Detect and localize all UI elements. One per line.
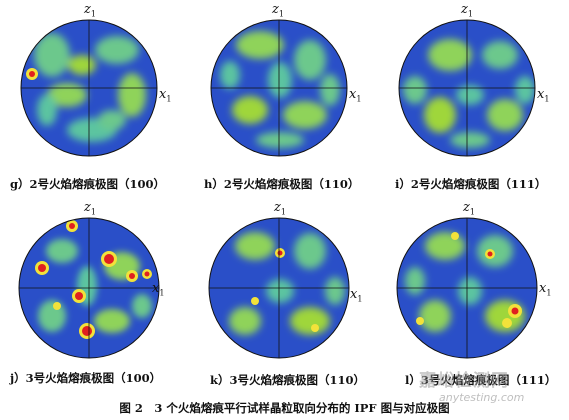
panel-caption-k: k）3号火焰熔痕极图（110） bbox=[210, 373, 365, 387]
pole-figure-panel-g: z1 x1 bbox=[20, 0, 172, 160]
pole-figure-panel-i: z1 x1 bbox=[395, 0, 549, 160]
panel-caption-g: g）2号火焰熔痕极图（100） bbox=[10, 177, 166, 191]
axis-label-x: x1 bbox=[539, 281, 552, 298]
axis-label-x: x1 bbox=[349, 87, 362, 104]
axis-label-z: z1 bbox=[84, 200, 96, 217]
pole-figure-h bbox=[210, 19, 348, 157]
axis-label-x: x1 bbox=[350, 287, 363, 304]
panel-caption-i: i）2号火焰熔痕极图（111） bbox=[395, 177, 547, 191]
axis-label-x: x1 bbox=[159, 87, 172, 104]
axis-label-z: z1 bbox=[84, 2, 96, 19]
axis-label-z: z1 bbox=[463, 200, 475, 217]
pole-figure-panel-l: z1 x1 bbox=[395, 196, 551, 366]
axis-label-z: z1 bbox=[274, 200, 286, 217]
pole-figure-l bbox=[396, 217, 538, 359]
pole-figure-j bbox=[18, 217, 160, 359]
panel-caption-l: l）3号火焰熔痕极图（111） bbox=[405, 373, 557, 387]
panel-caption-h: h）2号火焰熔痕极图（110） bbox=[204, 177, 360, 191]
axis-label-z: z1 bbox=[461, 2, 473, 19]
pole-figure-k bbox=[208, 217, 350, 359]
pole-figure-panel-k: z1 x1 bbox=[208, 196, 363, 366]
axis-label-x: x1 bbox=[152, 281, 165, 298]
panel-caption-j: j）3号火焰熔痕极图（100） bbox=[10, 371, 162, 385]
figure-caption: 图 2 3 个火焰熔痕平行试样晶粒取向分布的 IPF 图与对应极图 bbox=[119, 401, 450, 415]
watermark-cn: 嘉峪检测网 bbox=[419, 371, 509, 391]
pole-figure-panel-h: z1 x1 bbox=[210, 0, 362, 160]
axis-label-x: x1 bbox=[537, 87, 550, 104]
pole-figure-g bbox=[20, 19, 158, 157]
pole-figure-i bbox=[398, 19, 536, 157]
pole-figure-panel-j: z1 x1 bbox=[18, 196, 172, 366]
axis-label-z: z1 bbox=[272, 2, 284, 19]
watermark-en: anytesting.com bbox=[439, 391, 525, 404]
watermark-logo: 嘉峪检测网 anytesting.com bbox=[419, 366, 559, 410]
